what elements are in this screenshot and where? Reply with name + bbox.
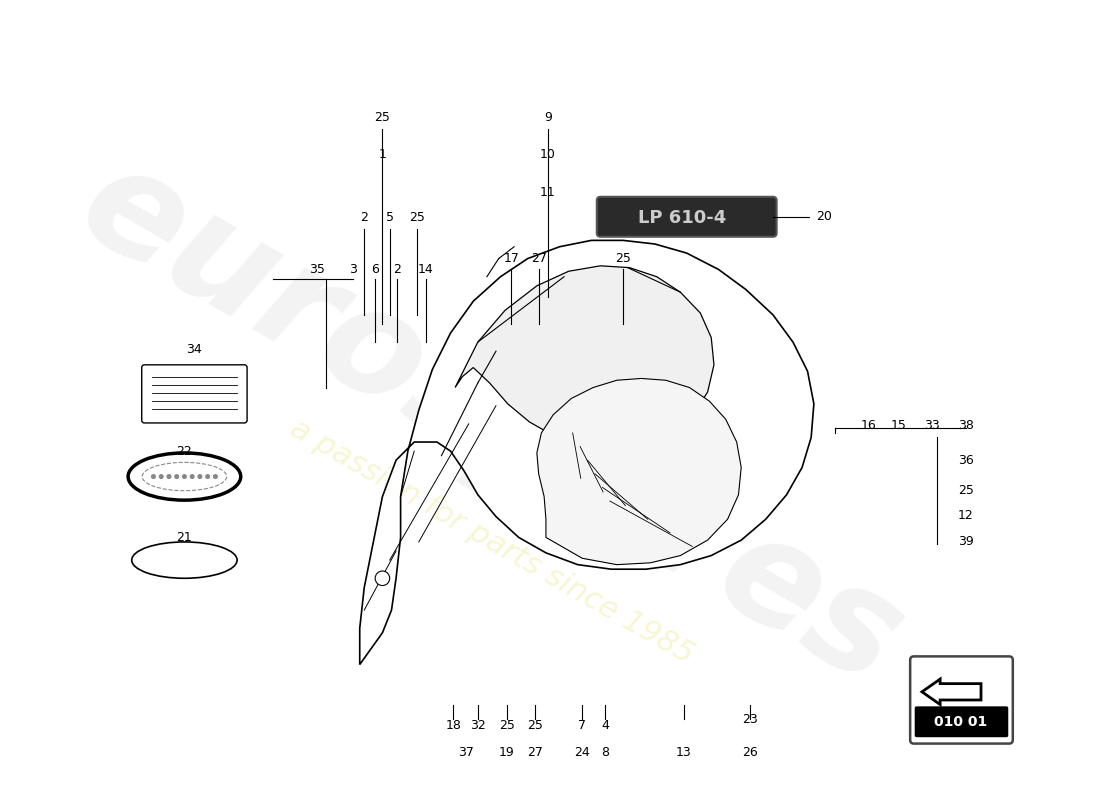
Text: 9: 9 xyxy=(543,111,552,124)
Text: 13: 13 xyxy=(676,746,692,759)
Text: 15: 15 xyxy=(890,419,906,432)
Text: 23: 23 xyxy=(742,713,758,726)
FancyArrow shape xyxy=(922,679,981,705)
Text: 17: 17 xyxy=(504,252,519,265)
Text: 25: 25 xyxy=(499,719,515,732)
Text: a passion for parts since 1985: a passion for parts since 1985 xyxy=(285,414,698,670)
Polygon shape xyxy=(455,266,714,450)
Ellipse shape xyxy=(132,542,238,578)
Text: 10: 10 xyxy=(540,147,556,161)
Text: 26: 26 xyxy=(742,746,758,759)
Text: 010 01: 010 01 xyxy=(934,714,988,729)
Text: 14: 14 xyxy=(418,263,433,276)
Text: 5: 5 xyxy=(386,211,394,224)
Text: 18: 18 xyxy=(446,719,461,732)
FancyBboxPatch shape xyxy=(910,656,1013,743)
Polygon shape xyxy=(360,240,814,665)
Circle shape xyxy=(190,474,194,478)
Text: 27: 27 xyxy=(527,746,543,759)
FancyBboxPatch shape xyxy=(142,365,248,423)
Text: 37: 37 xyxy=(458,746,474,759)
Circle shape xyxy=(213,474,217,478)
Ellipse shape xyxy=(128,453,241,500)
Text: 2: 2 xyxy=(361,211,368,224)
Text: 1: 1 xyxy=(378,147,386,161)
Text: 25: 25 xyxy=(527,719,543,732)
Text: 33: 33 xyxy=(924,419,939,432)
Text: 25: 25 xyxy=(409,211,425,224)
Text: 34: 34 xyxy=(187,343,202,356)
Text: 6: 6 xyxy=(371,263,380,276)
Text: 21: 21 xyxy=(176,531,192,544)
Circle shape xyxy=(167,474,170,478)
Text: 19: 19 xyxy=(499,746,515,759)
Circle shape xyxy=(160,474,163,478)
Text: 32: 32 xyxy=(470,719,486,732)
Text: 2: 2 xyxy=(393,263,400,276)
Circle shape xyxy=(152,474,155,478)
Text: 8: 8 xyxy=(601,746,609,759)
Text: 16: 16 xyxy=(860,419,877,432)
Text: 22: 22 xyxy=(176,445,192,458)
Text: 35: 35 xyxy=(309,263,324,276)
Circle shape xyxy=(206,474,209,478)
Text: 38: 38 xyxy=(958,419,974,432)
Text: 25: 25 xyxy=(615,252,631,265)
Circle shape xyxy=(198,474,201,478)
Text: 25: 25 xyxy=(958,484,974,497)
Text: 11: 11 xyxy=(540,186,556,198)
Ellipse shape xyxy=(142,462,227,490)
Circle shape xyxy=(183,474,186,478)
Text: 36: 36 xyxy=(958,454,974,466)
Text: 7: 7 xyxy=(579,719,586,732)
Text: 4: 4 xyxy=(601,719,609,732)
Polygon shape xyxy=(537,378,741,565)
Text: 39: 39 xyxy=(958,535,974,549)
Text: 24: 24 xyxy=(574,746,590,759)
Text: eurospares: eurospares xyxy=(57,132,926,715)
Text: 25: 25 xyxy=(374,111,390,124)
Text: 20: 20 xyxy=(816,210,833,223)
FancyBboxPatch shape xyxy=(597,197,777,237)
Text: 3: 3 xyxy=(350,263,358,276)
Text: 12: 12 xyxy=(958,509,974,522)
Circle shape xyxy=(175,474,178,478)
FancyBboxPatch shape xyxy=(915,706,1009,738)
Text: LP 610-4: LP 610-4 xyxy=(638,209,726,226)
Text: 27: 27 xyxy=(530,252,547,265)
Circle shape xyxy=(375,571,389,586)
